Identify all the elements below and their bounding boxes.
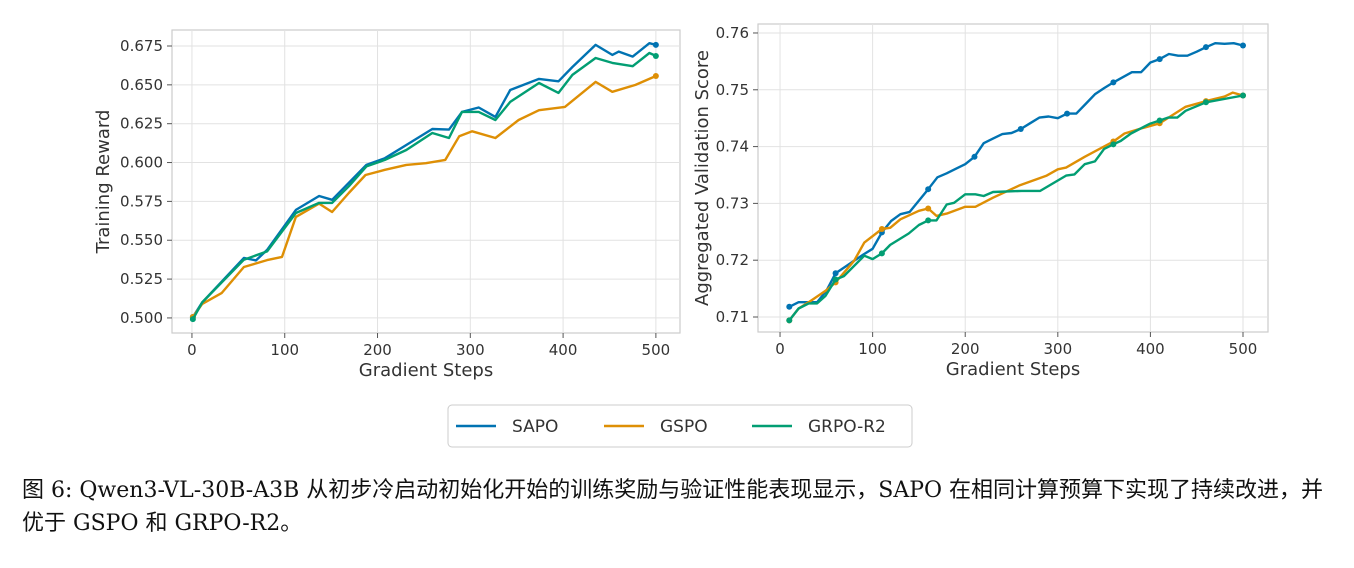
y-tick-label: 0.75 (716, 81, 749, 99)
data-point-sapo (925, 186, 932, 193)
legend-label: SAPO (512, 417, 558, 437)
data-point-gspo (925, 205, 932, 212)
y-tick-label: 0.73 (716, 194, 749, 212)
data-point-grpo-r2 (1156, 117, 1163, 124)
data-point-grpo-r2 (1240, 92, 1246, 99)
x-tick-label: 500 (642, 341, 671, 359)
series-line-grpo-r2 (191, 51, 657, 320)
legend-label: GSPO (660, 417, 708, 437)
y-tick-label: 0.625 (120, 115, 163, 133)
data-point-grpo-r2 (1202, 99, 1209, 106)
y-tick-label: 0.500 (120, 309, 163, 327)
x-axis-label: Gradient Steps (359, 360, 493, 381)
legend-label: GRPO-R2 (808, 417, 886, 437)
data-point-sapo (832, 270, 839, 277)
data-point-sapo (786, 303, 793, 310)
y-tick-label: 0.575 (120, 192, 163, 210)
series-line-sapo (788, 42, 1244, 308)
y-tick-label: 0.600 (120, 154, 163, 172)
data-point-sapo (1202, 44, 1209, 51)
x-tick-label: 0 (187, 341, 197, 359)
series-line-sapo (191, 42, 657, 318)
legend-item-sapo: SAPO (456, 417, 558, 437)
y-axis-label: Aggregated Validation Score (692, 50, 713, 306)
figure-caption: 图 6: Qwen3-VL-30B-A3B 从初步冷启动初始化开始的训练奖励与验… (22, 478, 1324, 536)
data-point-sapo (1240, 42, 1246, 49)
y-tick-label: 0.71 (716, 308, 749, 326)
legend-item-gspo: GSPO (604, 417, 708, 437)
x-tick-label: 300 (456, 341, 485, 359)
x-tick-label: 300 (1043, 340, 1072, 358)
data-point-grpo-r2 (925, 217, 932, 224)
legend-box (447, 404, 913, 448)
y-tick-label: 0.675 (120, 37, 163, 55)
data-point-gspo (878, 225, 885, 232)
x-tick-label: 500 (1229, 340, 1258, 358)
data-point-sapo (1156, 56, 1163, 63)
training-reward-plot: 0 100 200 300 400 500 0.500 0.525 0.550 0.575 0.60… (93, 29, 681, 381)
x-tick-label: 200 (363, 341, 392, 359)
y-tick-label: 0.550 (120, 231, 163, 249)
series-line-grpo-r2 (788, 94, 1244, 322)
data-point-sapo (1110, 79, 1117, 86)
y-tick-label: 0.650 (120, 76, 163, 94)
data-point-sapo (1017, 125, 1024, 132)
data-point-grpo-r2 (832, 276, 839, 283)
x-axis-label: Gradient Steps (946, 359, 1080, 380)
data-point-grpo-r2 (878, 250, 885, 257)
data-point-grpo-r2 (1110, 141, 1117, 148)
data-point-sapo (652, 41, 659, 48)
data-point-grpo-r2 (189, 316, 196, 323)
x-tick-label: 0 (775, 340, 785, 358)
series-line-gspo (191, 74, 657, 318)
data-point-gspo (652, 72, 659, 79)
data-point-sapo (1064, 110, 1071, 117)
figure: 0 100 200 300 400 500 0.500 0.525 0.550 0.575 0.60… (93, 23, 1269, 448)
x-tick-label: 100 (858, 340, 887, 358)
x-tick-label: 100 (270, 341, 299, 359)
legend: SAPO GSPO GRPO-R2 (447, 404, 913, 448)
data-point-sapo (971, 153, 978, 160)
plot-area (757, 23, 1269, 333)
legend-item-grpo-r2: GRPO-R2 (752, 417, 886, 437)
data-point-grpo-r2 (652, 52, 659, 59)
y-tick-label: 0.525 (120, 270, 163, 288)
x-tick-label: 200 (951, 340, 980, 358)
x-tick-label: 400 (1136, 340, 1165, 358)
y-tick-label: 0.72 (716, 251, 749, 269)
y-tick-label: 0.74 (716, 138, 749, 156)
y-tick-label: 0.76 (716, 24, 749, 42)
validation-score-plot: 0 100 200 300 400 500 0.71 0.72 0.73 0.74 0.75 0.76… (692, 23, 1269, 380)
y-axis-label: Training Reward (93, 110, 114, 255)
plot-area (171, 29, 681, 334)
x-tick-label: 400 (549, 341, 578, 359)
data-point-grpo-r2 (786, 317, 793, 324)
